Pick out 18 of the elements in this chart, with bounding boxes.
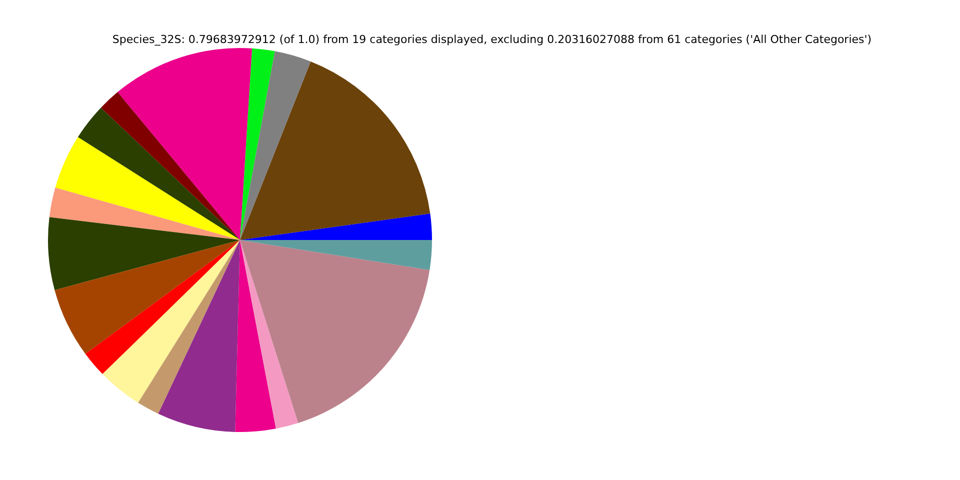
pie-slice bbox=[235, 240, 276, 432]
pie-slice bbox=[54, 240, 240, 354]
pie-slice bbox=[55, 137, 240, 240]
pie-slice bbox=[100, 92, 240, 240]
pie-slice bbox=[240, 61, 430, 240]
pie-slice bbox=[240, 48, 275, 240]
pie-slice bbox=[102, 240, 240, 403]
pie-slice bbox=[240, 51, 311, 240]
pie-slice bbox=[138, 240, 240, 414]
pie-slice bbox=[240, 240, 430, 423]
pie-slice bbox=[49, 188, 240, 240]
pie-slice bbox=[240, 214, 432, 240]
pie-slice bbox=[240, 240, 298, 429]
text: Species_32S: 0.79683972912 (of 1.0) from 19 categories displayed, excluding 0.20316027088 from 61 categories ('All Other Categories') bbox=[112, 33, 872, 46]
pie-slice bbox=[118, 48, 252, 240]
pie-slice bbox=[240, 240, 432, 270]
pie-slice bbox=[158, 240, 240, 432]
pie-slice bbox=[85, 240, 240, 374]
